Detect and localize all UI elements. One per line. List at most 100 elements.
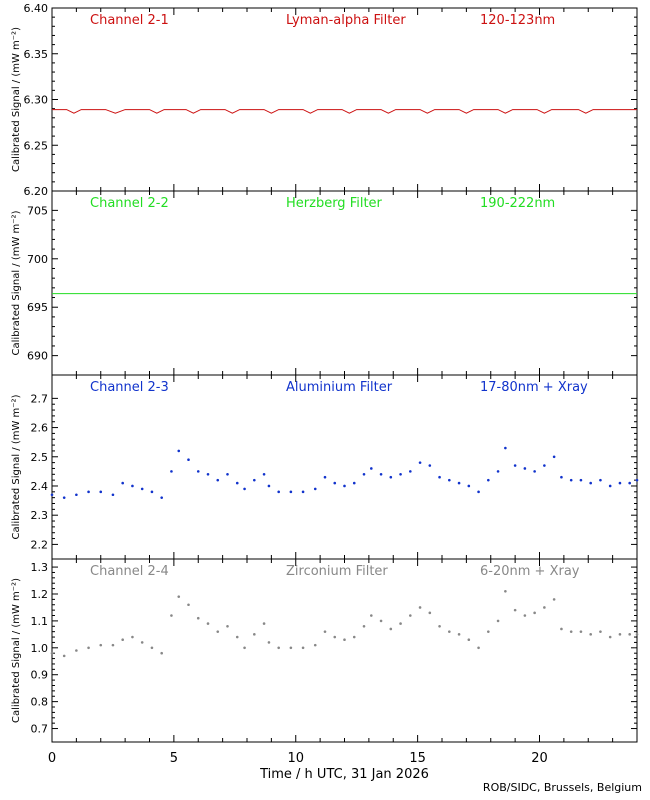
data-point xyxy=(579,478,583,482)
data-point xyxy=(560,475,563,479)
data-point xyxy=(496,470,500,473)
data-point xyxy=(235,635,239,639)
data-point xyxy=(206,622,210,625)
data-point xyxy=(428,611,432,615)
data-point xyxy=(589,481,592,485)
channel-label: Channel 2-4 xyxy=(90,564,169,579)
data-point xyxy=(160,651,163,655)
data-point xyxy=(448,630,451,633)
band-label: 120-123nm xyxy=(480,13,555,28)
data-point xyxy=(150,490,154,494)
y-tick-label: 6.25 xyxy=(24,139,49,152)
data-point xyxy=(560,627,563,631)
data-point xyxy=(277,490,280,494)
y-tick-label: 6.30 xyxy=(24,94,49,107)
y-tick-label: 0.8 xyxy=(31,696,49,709)
y-tick-label: 2.6 xyxy=(31,422,49,435)
channel-label: Channel 2-2 xyxy=(90,196,169,211)
data-point xyxy=(467,638,471,642)
data-point xyxy=(177,449,181,453)
data-point xyxy=(608,635,612,639)
x-axis-label: Time / h UTC, 31 Jan 2026 xyxy=(259,767,429,782)
data-point xyxy=(87,490,90,494)
data-point xyxy=(362,624,366,628)
data-point xyxy=(121,638,124,642)
data-point xyxy=(370,467,373,470)
panels-group: 6.20 6.25 6.30 6.35 6.40 Calibrated Signal / … xyxy=(11,2,639,743)
data-point xyxy=(277,646,280,650)
data-point xyxy=(289,490,293,494)
y-tick-label: 705 xyxy=(27,204,48,217)
y-axis-label: Calibrated Signal / (mW m⁻²) xyxy=(11,27,22,172)
data-point xyxy=(399,622,402,625)
data-point xyxy=(75,493,78,497)
band-label: 6-20nm + Xray xyxy=(480,564,580,579)
data-point xyxy=(343,484,346,488)
data-point xyxy=(418,461,422,464)
data-point xyxy=(262,473,266,476)
data-point xyxy=(62,496,66,499)
data-point xyxy=(140,487,144,491)
y-axis-label: Calibrated Signal / (mW m⁻²) xyxy=(11,394,22,539)
data-point xyxy=(243,646,246,650)
channel-label: Channel 2-3 xyxy=(90,380,169,395)
panel-2: 690 695 700 705 Calibrated Signal / (mW m⁻²)… xyxy=(11,190,638,376)
data-point xyxy=(111,493,115,497)
data-point xyxy=(333,635,337,639)
data-point xyxy=(533,611,536,615)
data-point xyxy=(409,470,412,473)
y-tick-label: 700 xyxy=(27,253,48,266)
data-point xyxy=(618,481,622,485)
band-label: 190-222nm xyxy=(480,196,555,211)
y-tick-label: 690 xyxy=(27,350,48,363)
data-point xyxy=(313,643,317,647)
data-point xyxy=(552,598,556,601)
data-point xyxy=(496,619,500,623)
y-tick-label: 6.35 xyxy=(24,48,49,61)
filter-label: Herzberg Filter xyxy=(286,196,383,211)
data-point xyxy=(513,464,517,467)
x-tick-label: 0 xyxy=(48,751,56,766)
data-point xyxy=(216,478,220,482)
series-line xyxy=(52,109,637,114)
data-point xyxy=(206,473,210,476)
data-point xyxy=(635,633,639,636)
data-point xyxy=(253,633,256,636)
data-point xyxy=(313,487,317,491)
data-point xyxy=(504,589,507,593)
y-tick-label: 1.2 xyxy=(31,588,49,601)
data-point xyxy=(628,633,631,636)
data-point xyxy=(196,470,200,473)
data-point xyxy=(438,475,441,479)
x-tick-label: 5 xyxy=(170,751,178,766)
y-tick-label: 2.5 xyxy=(31,451,49,464)
data-point xyxy=(62,654,66,658)
x-tick-label: 15 xyxy=(409,751,426,766)
data-point xyxy=(477,490,480,494)
filter-label: Lyman-alpha Filter xyxy=(286,13,406,28)
data-point xyxy=(267,484,271,488)
y-tick-label: 2.7 xyxy=(31,392,49,405)
data-point xyxy=(389,475,393,479)
data-point xyxy=(87,646,90,650)
data-point xyxy=(235,481,239,485)
data-point xyxy=(160,496,163,499)
data-point xyxy=(140,641,144,644)
data-point xyxy=(216,630,220,633)
y-tick-label: 1.3 xyxy=(31,561,49,574)
y-axis-label: Calibrated Signal / (mW m⁻²) xyxy=(11,210,22,355)
data-point xyxy=(533,470,536,473)
y-tick-label: 695 xyxy=(27,301,48,314)
data-point xyxy=(301,646,305,650)
data-point xyxy=(333,481,337,485)
y-tick-label: 6.20 xyxy=(24,185,49,198)
data-point xyxy=(170,614,173,617)
y-tick-label: 2.3 xyxy=(31,509,49,522)
data-point xyxy=(99,643,103,647)
data-point xyxy=(457,633,461,636)
data-point xyxy=(477,646,480,650)
data-point xyxy=(243,487,246,491)
y-tick-label: 6.40 xyxy=(24,2,49,15)
